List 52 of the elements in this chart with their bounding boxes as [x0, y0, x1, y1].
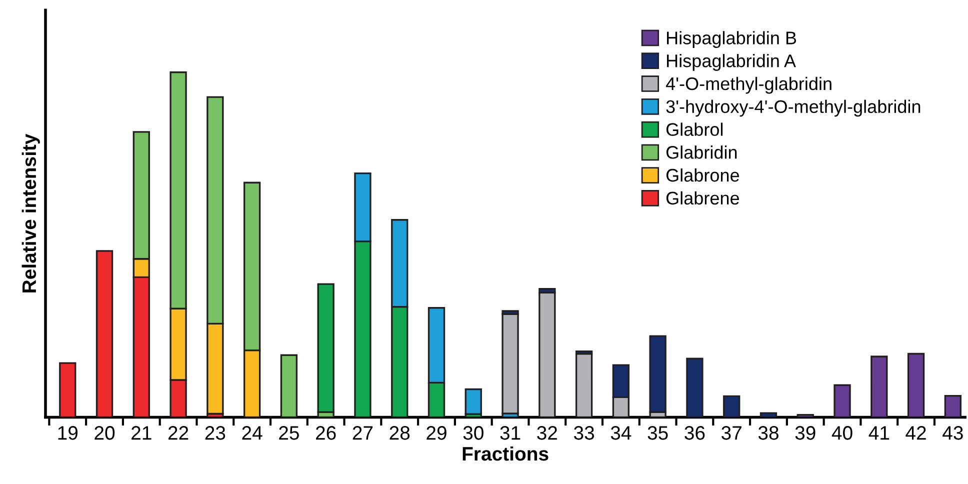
bar	[907, 352, 925, 418]
x-tick-label: 41	[868, 426, 890, 440]
x-tick-label: 36	[684, 426, 705, 440]
bar	[944, 394, 962, 418]
x-tick-label: 40	[832, 426, 852, 440]
y-axis-title: Relative intensity	[22, 134, 40, 292]
x-tick-label: 35	[648, 426, 668, 440]
bar	[834, 384, 851, 418]
bar	[538, 292, 556, 418]
bar	[796, 414, 814, 418]
x-tick-label: 30	[463, 426, 484, 440]
legend-label: Hispaglabridin B	[667, 31, 796, 48]
x-tick-label: 20	[94, 426, 115, 440]
x-tick-label: 34	[610, 426, 632, 440]
bar	[464, 388, 482, 415]
bar	[502, 313, 519, 414]
x-tick-label: 37	[722, 426, 742, 440]
bar	[723, 395, 740, 418]
bar	[59, 362, 76, 418]
x-tick-label: 38	[758, 426, 778, 440]
bar	[317, 283, 334, 413]
legend-label: 4'-O-methyl-glabridin	[666, 76, 832, 94]
legend-label: Glabrone	[666, 168, 740, 182]
legend-label: 3'-hydroxy-4'-O-methyl-glabridin	[666, 100, 920, 117]
legend-label: Glabrene	[666, 191, 740, 205]
x-axis-title: Fractions	[462, 446, 548, 461]
x-tick-label: 29	[426, 426, 446, 440]
bar	[686, 358, 704, 418]
x-tick-label: 21	[132, 426, 152, 440]
x-tick-label: 39	[795, 426, 816, 440]
bar	[96, 250, 114, 418]
bar	[575, 352, 593, 418]
x-tick-label: 24	[242, 426, 262, 440]
legend-label: Glabridin	[666, 146, 737, 159]
bar	[870, 356, 888, 418]
x-tick-label: 33	[574, 426, 594, 440]
x-tick-label: 32	[537, 426, 557, 440]
legend-label: Hispaglabridin A	[667, 54, 796, 71]
bar	[280, 354, 298, 418]
x-tick-label: 26	[316, 426, 336, 440]
x-tick-label: 42	[906, 426, 926, 440]
x-tick-label: 27	[352, 426, 373, 440]
x-tick-label: 19	[58, 426, 78, 440]
x-tick-label: 25	[279, 426, 299, 440]
legend-label: Glabrol	[666, 122, 723, 136]
x-tick-label: 23	[205, 426, 226, 440]
x-tick-label: 22	[168, 426, 188, 440]
x-tick-label: 28	[390, 426, 410, 440]
x-tick-label: 31	[500, 426, 520, 440]
x-tick-label: 43	[942, 426, 963, 440]
bar	[649, 335, 666, 413]
bar	[760, 412, 778, 418]
